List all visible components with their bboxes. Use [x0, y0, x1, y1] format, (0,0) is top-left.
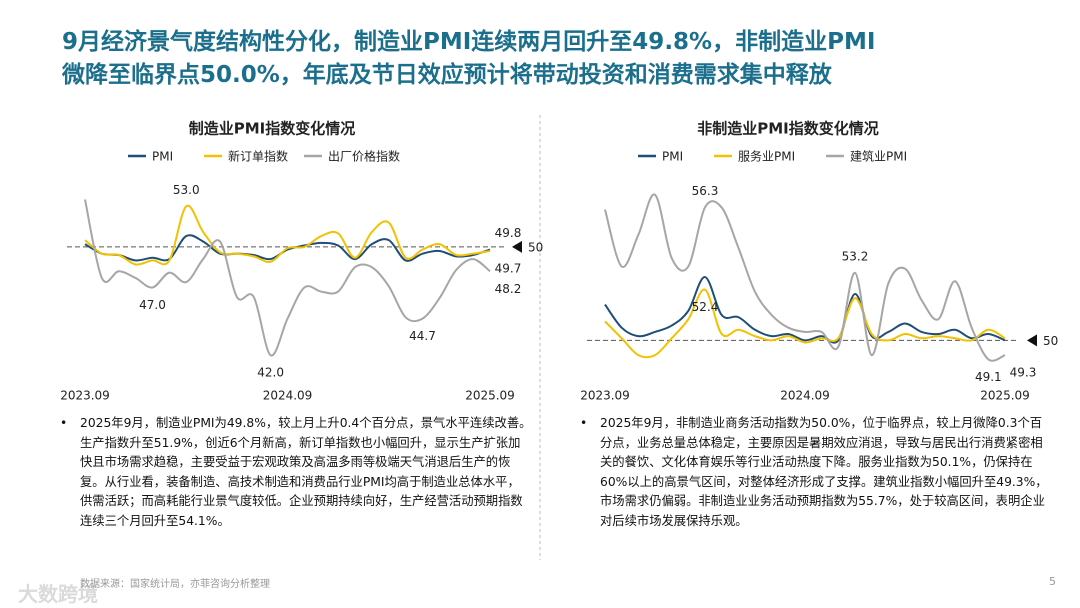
x-tick-label: 2023.09 [580, 389, 630, 403]
x-tick-label: 2023.09 [60, 389, 110, 403]
value-label: 48.2 [495, 282, 522, 296]
value-label: 49.8 [495, 226, 522, 240]
chart-title: 制造业PMI指数变化情况 [189, 120, 356, 138]
legend-label: 出厂价格指数 [328, 149, 400, 164]
series-line [84, 199, 491, 357]
value-label: 44.7 [409, 329, 436, 343]
bullet-text: 2025年9月，制造业PMI为49.8%，较上月上升0.4个百分点，景气水平连续… [58, 414, 532, 531]
watermark: 大数跨境 [18, 582, 98, 606]
legend-label: 建筑业PMI [850, 149, 907, 164]
x-tick-label: 2025.09 [980, 389, 1030, 403]
source-note: 数据来源：国家统计局，亦菲咨询分析整理 [80, 579, 270, 590]
value-label: 56.3 [692, 184, 719, 198]
value-label: 47.0 [139, 298, 166, 312]
series-line [84, 204, 491, 266]
x-tick-label: 2024.09 [263, 389, 313, 403]
value-label: 49.1 [975, 370, 1002, 384]
reference-label: 50 [1043, 334, 1058, 348]
legend-label: PMI [152, 150, 173, 164]
series-line [84, 234, 491, 262]
value-label: 49.7 [495, 261, 522, 275]
legend-label: 服务业PMI [738, 149, 795, 164]
x-tick-label: 2024.09 [780, 389, 830, 403]
value-label: 49.3 [1010, 366, 1037, 380]
series-line [604, 193, 1006, 362]
value-label: 53.2 [842, 249, 869, 263]
slide-title: 9月经济景气度结构性分化，制造业PMI连续两月回升至49.8%，非制造业PMI … [62, 26, 875, 92]
title-line: 微降至临界点50.0%，年底及节日效应预计将带动投资和消费需求集中释放 [62, 62, 832, 88]
legend-label: 新订单指数 [228, 149, 288, 164]
chart-title: 非制造业PMI指数变化情况 [697, 120, 879, 138]
value-label: 53.0 [173, 183, 200, 197]
title-line: 9月经济景气度结构性分化，制造业PMI连续两月回升至49.8%，非制造业PMI [62, 29, 876, 55]
value-label: 52.4 [692, 300, 719, 314]
x-tick-label: 2025.09 [465, 389, 515, 403]
reference-marker [512, 240, 522, 253]
value-label: 42.0 [257, 366, 284, 380]
reference-label: 50 [528, 240, 543, 254]
legend-label: PMI [662, 150, 683, 164]
bullet-text: 2025年9月，非制造业商务活动指数为50.0%，位于临界点，较上月微降0.3个… [578, 414, 1052, 531]
reference-marker [1027, 334, 1037, 347]
series-line [604, 288, 1006, 359]
page-number: 5 [1049, 575, 1056, 588]
series-line [604, 276, 1006, 344]
